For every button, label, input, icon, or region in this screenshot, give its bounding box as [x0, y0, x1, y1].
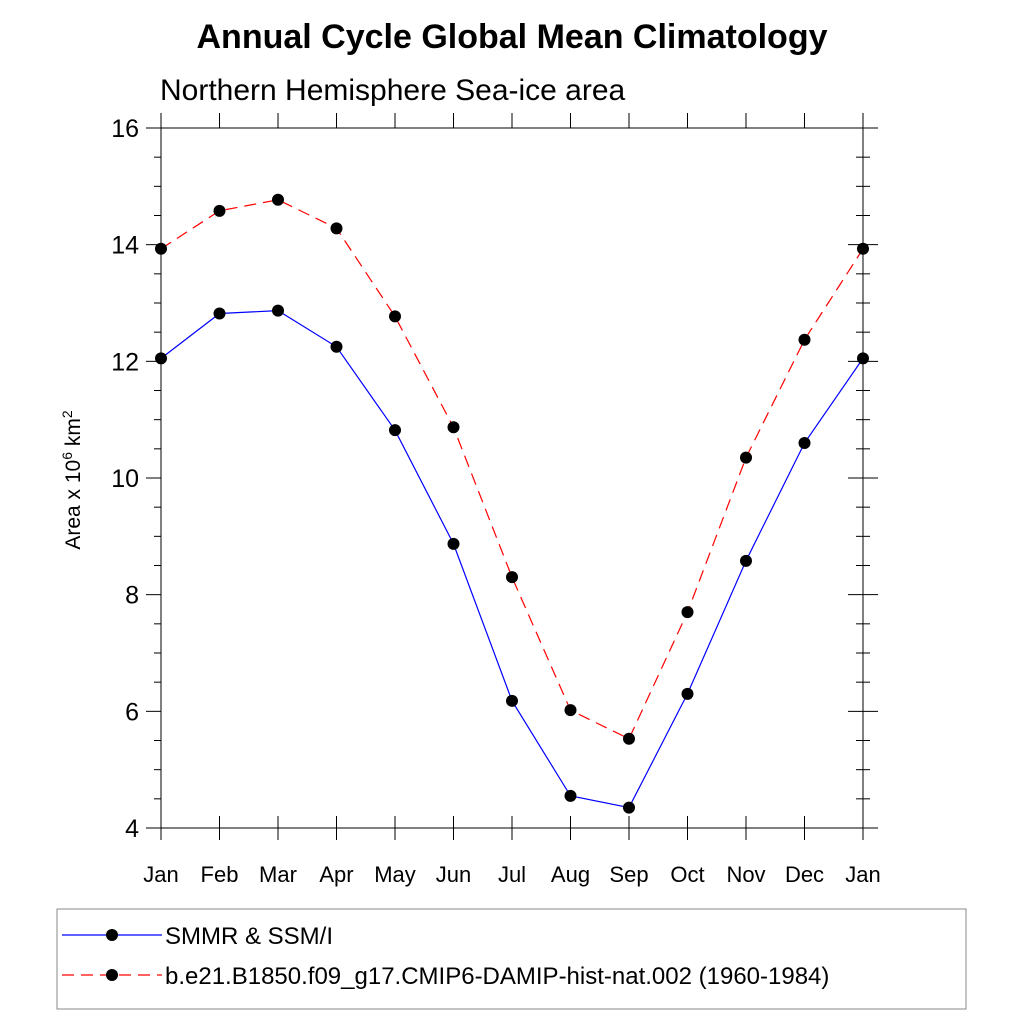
y-tick-label: 12 — [111, 348, 139, 376]
axis-ticks — [146, 113, 878, 840]
y-tick-label: 4 — [125, 815, 139, 843]
legend-marker-1 — [106, 969, 118, 981]
y-tick-label: 16 — [111, 115, 139, 143]
x-tick-label: Feb — [201, 862, 239, 887]
svg-text:Area x 106 km2: Area x 106 km2 — [59, 410, 85, 550]
data-point-1 — [740, 451, 752, 464]
data-point-0 — [213, 307, 226, 320]
data-point-0 — [506, 694, 518, 707]
x-tick-label: Jun — [436, 862, 471, 887]
y-axis-label-unit-exponent: 2 — [59, 410, 75, 418]
y-tick-labels: 4 6 8 10 12 14 16 — [111, 115, 139, 843]
data-point-1 — [330, 222, 343, 235]
x-tick-label: Sep — [609, 862, 648, 887]
data-point-0 — [155, 352, 167, 365]
legend-label-1: b.e21.B1850.f09_g17.CMIP6-DAMIP-hist-nat… — [165, 963, 829, 990]
x-tick-label: Dec — [785, 862, 824, 887]
data-point-0 — [330, 340, 343, 353]
data-point-0 — [681, 687, 694, 700]
x-tick-label: Nov — [726, 862, 765, 887]
legend-marker-0 — [106, 929, 118, 941]
y-tick-label: 14 — [111, 232, 139, 260]
data-point-0 — [272, 304, 284, 317]
legend: SMMR & SSM/I b.e21.B1850.f09_g17.CMIP6-DA… — [62, 923, 829, 990]
data-point-0 — [798, 437, 811, 449]
data-point-0 — [389, 424, 401, 437]
data-point-1 — [155, 242, 167, 255]
data-point-1 — [564, 704, 577, 717]
data-point-0 — [564, 789, 577, 802]
x-tick-label: Mar — [259, 862, 297, 887]
chart-subtitle: Northern Hemisphere Sea-ice area — [160, 74, 626, 107]
data-point-1 — [213, 204, 226, 217]
series-layer — [155, 193, 869, 814]
data-point-0 — [623, 801, 635, 814]
legend-box — [56, 908, 967, 1010]
data-point-0 — [447, 537, 460, 550]
data-point-1 — [623, 732, 635, 745]
x-tick-label: May — [374, 862, 416, 887]
y-tick-label: 8 — [125, 582, 139, 610]
legend-label-0: SMMR & SSM/I — [165, 923, 333, 950]
y-tick-label: 6 — [125, 698, 139, 726]
data-point-1 — [389, 310, 401, 323]
x-tick-label: Aug — [551, 862, 590, 887]
series-line-0 — [160, 309, 864, 809]
data-point-0 — [857, 352, 869, 365]
data-point-1 — [681, 606, 694, 619]
y-axis-label: Area x 106 km2 — [59, 410, 85, 550]
x-tick-label: Jan — [845, 862, 880, 887]
data-point-1 — [506, 571, 518, 584]
chart-title: Annual Cycle Global Mean Climatology — [197, 18, 828, 56]
data-point-1 — [447, 421, 460, 434]
data-point-1 — [857, 242, 869, 255]
x-tick-label: Apr — [319, 862, 353, 887]
y-tick-label: 10 — [111, 465, 139, 493]
x-tick-label: Jul — [498, 862, 526, 887]
y-axis-label-unit: km — [62, 418, 85, 452]
x-tick-labels: Jan Feb Mar Apr May Jun Jul Aug Sep Oct Nov Dec Jan — [143, 862, 880, 887]
y-axis-label-text: Area x 10 — [62, 460, 85, 550]
data-point-1 — [272, 193, 284, 206]
x-tick-label: Jan — [143, 862, 178, 887]
y-axis-label-exponent: 6 — [59, 452, 75, 460]
plot-frame — [160, 127, 864, 829]
series-line-1 — [160, 199, 864, 740]
x-tick-label: Oct — [670, 862, 704, 887]
data-point-0 — [740, 554, 752, 567]
data-point-1 — [798, 333, 811, 346]
